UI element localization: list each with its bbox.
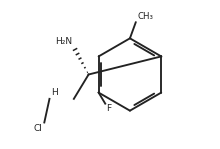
Text: F: F [106, 104, 111, 113]
Text: CH₃: CH₃ [137, 12, 153, 21]
Text: Cl: Cl [34, 124, 43, 133]
Text: H: H [51, 88, 58, 97]
Text: H₂N: H₂N [55, 37, 72, 46]
